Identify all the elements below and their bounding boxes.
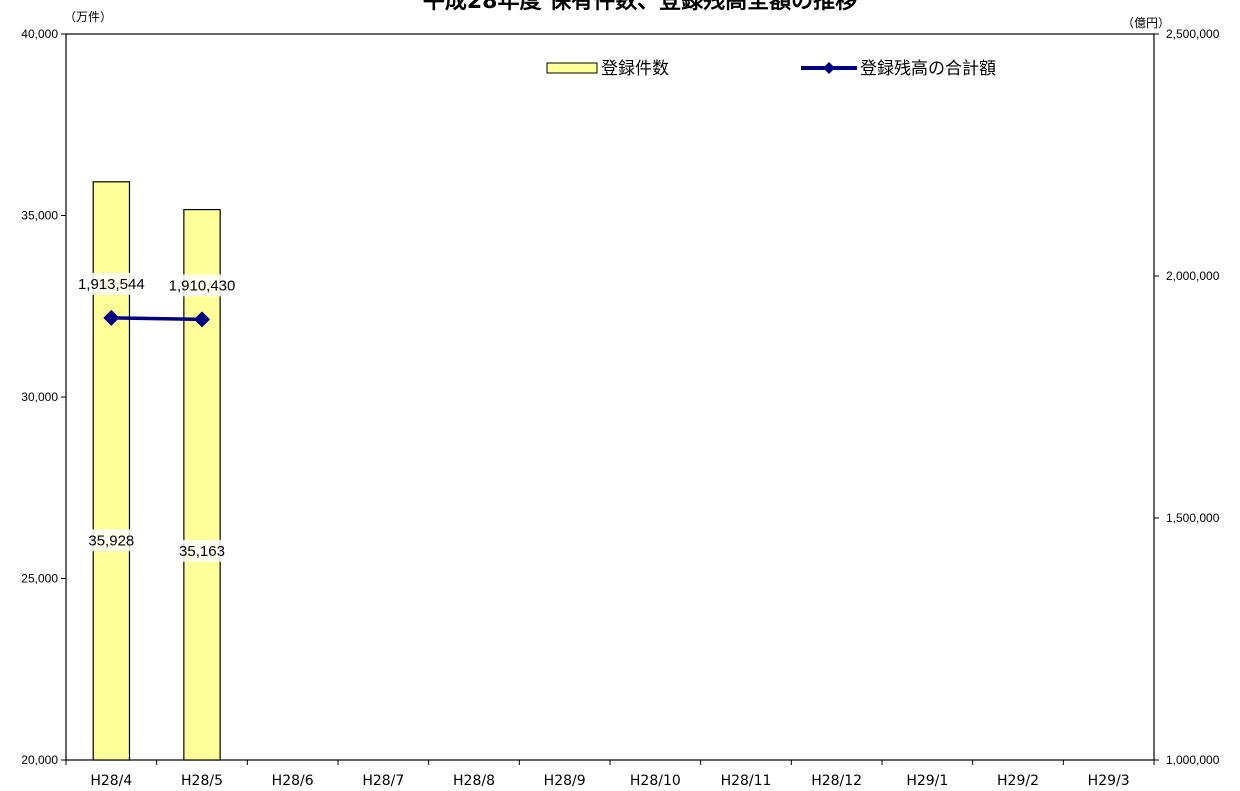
x-tick-label: H28/10 [630, 773, 681, 789]
legend: 登録件数 登録残高の合計額 [546, 59, 996, 79]
x-tick-label: H28/9 [544, 773, 586, 789]
legend-bar-swatch [546, 62, 598, 74]
data-label-background [171, 539, 233, 562]
plot-area [65, 33, 1155, 761]
right-tick-label: 2,000,000 [1166, 269, 1220, 283]
right-tick-label: 2,500,000 [1166, 27, 1220, 41]
data-label: 35,163 [179, 543, 225, 560]
data-label: 35,928 [88, 532, 134, 549]
right-tick-label: 1,000,000 [1166, 753, 1220, 767]
x-axis-ticks: H28/4 H28/5 H28/6 H28/7 H28/8 H28/9 H28/10 H28/… [65, 760, 1155, 789]
left-tick-label: 30,000 [21, 390, 58, 404]
x-tick-label: H28/8 [453, 773, 495, 789]
legend-item-registered-count: 登録件数 [546, 59, 669, 79]
x-tick-label: H29/3 [1088, 773, 1130, 789]
x-tick-label: H28/12 [811, 773, 862, 789]
data-label-background [158, 274, 246, 297]
left-tick-label: 35,000 [21, 209, 58, 223]
series-line [111, 316, 203, 322]
data-labels: 35,928 35,163 1,913,544 1,910,430 [67, 272, 246, 562]
data-label-background [80, 529, 143, 552]
left-tick-label: 40,000 [21, 27, 58, 41]
line-marker [194, 311, 210, 328]
legend-label-registered-count: 登録件数 [601, 59, 669, 79]
legend-diamond-marker [823, 62, 835, 74]
bar [183, 208, 221, 761]
left-tick-label: 20,000 [21, 753, 58, 767]
right-tick-label: 1,500,000 [1166, 511, 1220, 525]
x-tick-label: H28/7 [362, 773, 404, 789]
x-tick-label: H28/6 [272, 773, 314, 789]
x-tick-label: H28/4 [90, 773, 132, 789]
right-axis-ticks: 1,000,000 1,500,000 2,000,000 2,500,000 [1154, 27, 1220, 767]
bar [92, 181, 131, 761]
x-tick-label: H29/1 [906, 773, 948, 789]
chart-title: 平成28年度 保有件数、登録残高全額の推移 [423, 0, 857, 14]
left-tick-label: 25,000 [21, 572, 58, 586]
left-axis-unit: （万件） [64, 10, 112, 24]
right-axis-unit: （億円） [1122, 16, 1170, 30]
line-marker [103, 309, 120, 326]
data-label: 1,910,430 [169, 277, 236, 294]
x-tick-label: H28/11 [721, 773, 772, 789]
data-label: 1,913,544 [78, 276, 145, 293]
legend-label-total-balance: 登録残高の合計額 [860, 59, 996, 79]
data-label-background [67, 272, 156, 295]
legend-item-total-balance: 登録残高の合計額 [801, 59, 996, 79]
x-tick-label: H28/5 [181, 773, 223, 789]
x-tick-label: H29/2 [997, 773, 1039, 789]
line-series-total-balance [103, 309, 210, 328]
left-axis-ticks: 20,000 25,000 30,000 35,000 40,000 [21, 27, 66, 767]
